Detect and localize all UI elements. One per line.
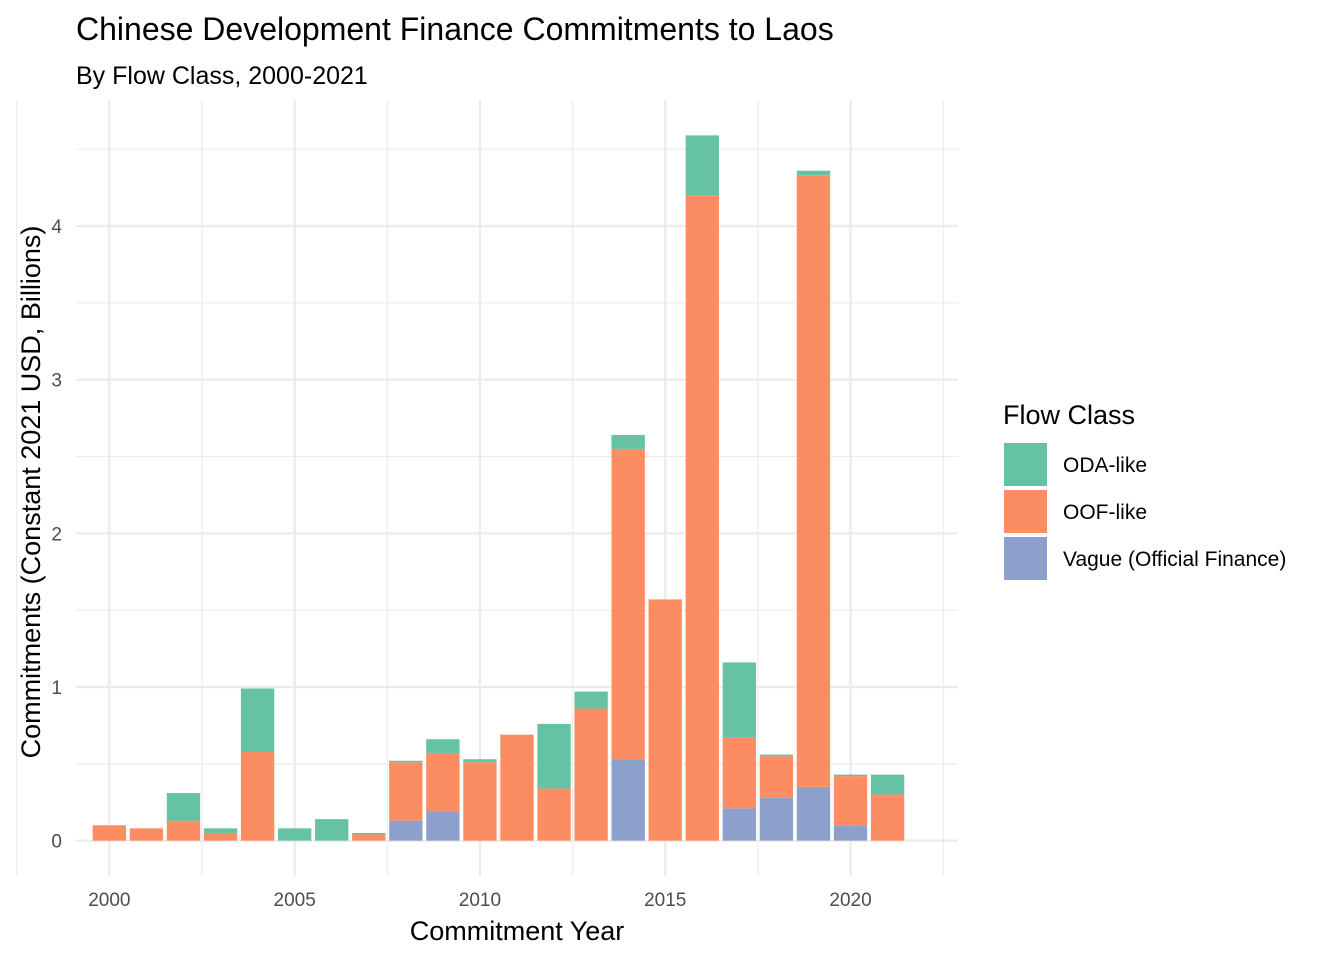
- bar-segment-2002-oof-like: [166, 820, 201, 841]
- x-tick-label: 2015: [644, 890, 686, 911]
- legend-label-oof-like: OOF-like: [1063, 501, 1147, 524]
- bar-segment-2013-oof-like: [574, 708, 608, 841]
- x-axis-ticks: 2000 2005 2010 2015 2020: [88, 890, 871, 911]
- bar-segment-2010-oof-like: [463, 762, 497, 841]
- bar-segment-2012-oof-like: [537, 788, 571, 841]
- bar-segment-2007-oda-like: [352, 832, 386, 835]
- chart-title: Chinese Development Finance Commitments …: [76, 11, 834, 47]
- legend-title: Flow Class: [1003, 400, 1135, 430]
- bar-segment-2001-oof-like: [129, 828, 164, 841]
- legend-label-oda-like: ODA-like: [1063, 454, 1147, 477]
- x-tick-label: 2010: [459, 890, 501, 911]
- bar-segment-2007-oof-like: [352, 834, 386, 841]
- bar-segment-2008-oda-like: [389, 760, 423, 763]
- legend-key-oda-like: [1004, 443, 1047, 486]
- bar-segment-2021-oof-like: [870, 794, 905, 841]
- bar-segment-2019-oda-like: [796, 170, 831, 176]
- bar-segment-2011-oof-like: [500, 734, 534, 841]
- x-axis-title: Commitment Year: [410, 916, 625, 946]
- bar-segment-2003-oof-like: [203, 832, 238, 841]
- chart-subtitle: By Flow Class, 2000-2021: [76, 62, 368, 90]
- bar-segment-2017-vague-official-finance: [722, 808, 757, 841]
- bar-segment-2014-oda-like: [611, 434, 645, 449]
- bar-segment-2002-oda-like: [166, 793, 201, 821]
- y-tick-label: 2: [51, 524, 62, 545]
- x-tick-label: 2005: [274, 890, 316, 911]
- x-tick-label: 2000: [88, 890, 130, 911]
- y-tick-label: 0: [51, 832, 62, 853]
- bar-segment-2004-oof-like: [240, 751, 275, 841]
- bar-segment-2008-vague-official-finance: [389, 820, 423, 841]
- bar-segment-2006-oda-like: [315, 819, 349, 841]
- bar-segment-2018-oda-like: [759, 754, 794, 757]
- bar-segment-2004-oda-like: [240, 688, 275, 752]
- y-axis-title: Commitments (Constant 2021 USD, Billions…: [16, 226, 46, 759]
- bars: [92, 135, 905, 841]
- bar-segment-2000-oof-like: [92, 825, 127, 841]
- bar-segment-2018-oof-like: [759, 756, 794, 798]
- y-tick-label: 3: [51, 371, 62, 392]
- bar-segment-2020-vague-official-finance: [833, 825, 868, 841]
- bar-segment-2009-oda-like: [426, 739, 460, 754]
- bar-segment-2020-oda-like: [833, 774, 868, 777]
- bar-segment-2012-oda-like: [537, 723, 571, 789]
- x-tick-label: 2020: [829, 890, 871, 911]
- bar-segment-2019-vague-official-finance: [796, 786, 831, 841]
- bar-segment-2016-oof-like: [685, 195, 719, 841]
- bar-segment-2017-oof-like: [722, 737, 757, 809]
- bar-segment-2021-oda-like: [870, 774, 905, 795]
- y-axis-ticks: 0 1 2 3 4: [51, 217, 62, 853]
- legend-key-oof-like: [1004, 490, 1047, 533]
- bar-segment-2013-oda-like: [574, 691, 608, 709]
- legend-label-vague-official-finance: Vague (Official Finance): [1063, 548, 1286, 571]
- bar-segment-2008-oof-like: [389, 762, 423, 821]
- y-tick-label: 4: [51, 217, 62, 238]
- y-tick-label: 1: [51, 678, 62, 699]
- bar-segment-2019-oof-like: [796, 175, 831, 787]
- bar-segment-2018-vague-official-finance: [759, 797, 794, 841]
- bar-segment-2020-oof-like: [833, 776, 868, 826]
- bar-segment-2003-oda-like: [203, 828, 238, 833]
- bar-segment-2010-oda-like: [463, 759, 497, 763]
- bar-segment-2014-vague-official-finance: [611, 759, 645, 841]
- bar-segment-2016-oda-like: [685, 135, 719, 196]
- bar-segment-2014-oof-like: [611, 448, 645, 760]
- legend-key-vague-official-finance: [1004, 537, 1047, 580]
- bar-segment-2017-oda-like: [722, 662, 757, 738]
- bar-segment-2009-oof-like: [426, 753, 460, 812]
- legend: Flow Class ODA-like OOF-like Vague (Offici…: [1003, 400, 1286, 580]
- bar-segment-2005-oda-like: [277, 828, 312, 841]
- bar-segment-2015-oof-like: [648, 599, 682, 841]
- bar-segment-2009-vague-official-finance: [426, 811, 460, 841]
